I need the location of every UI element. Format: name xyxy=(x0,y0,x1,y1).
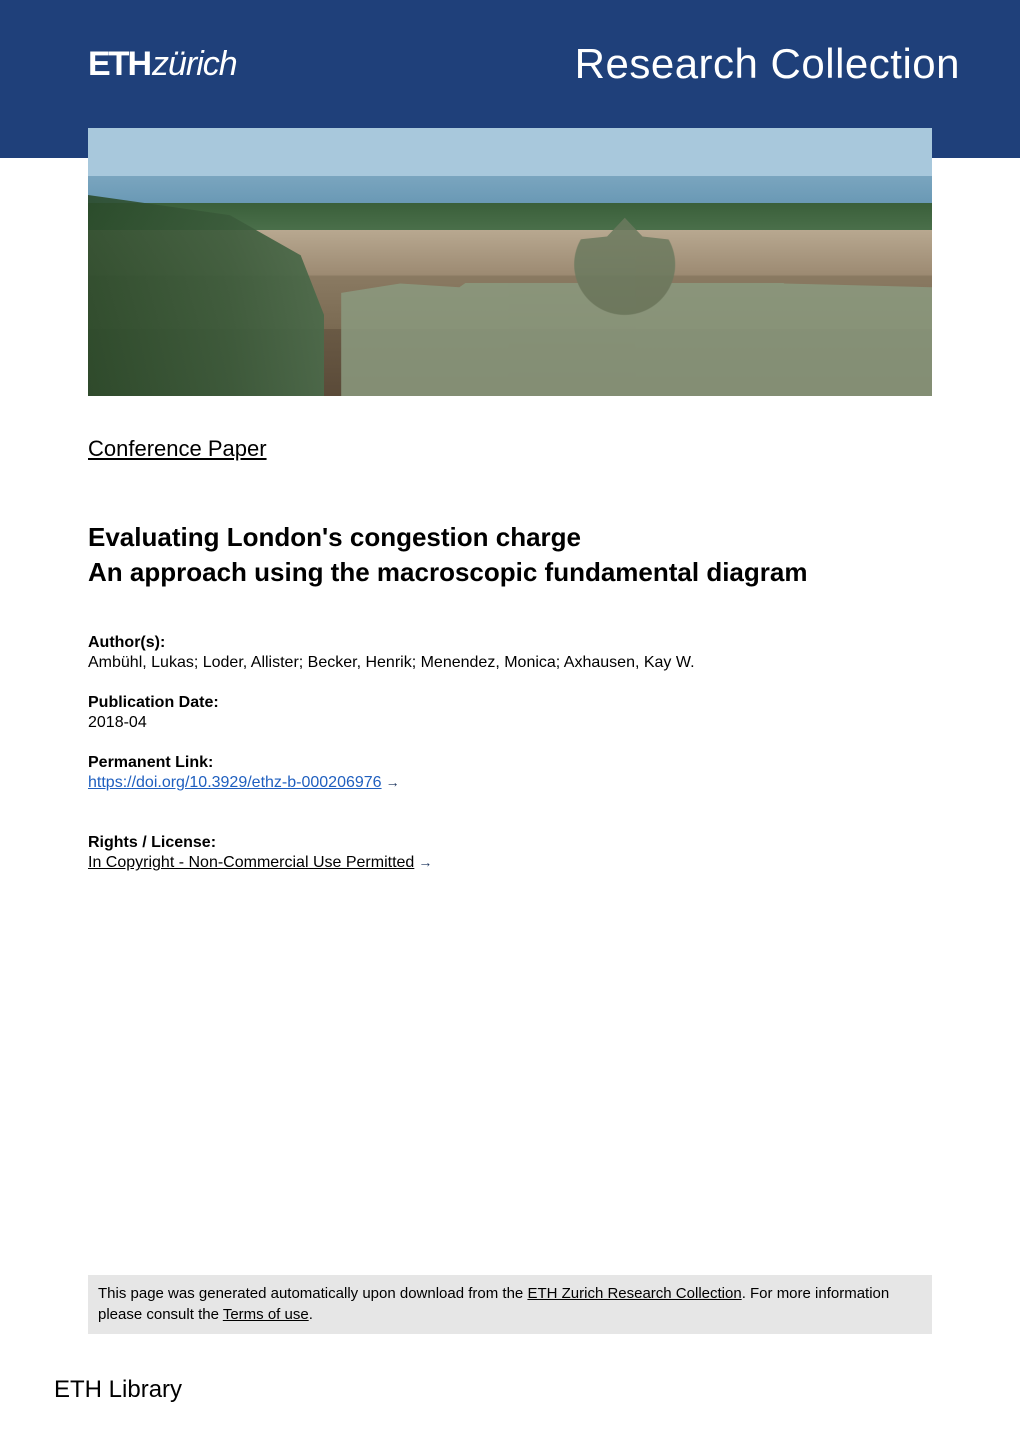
license-link[interactable]: In Copyright - Non-Commercial Use Permit… xyxy=(88,854,414,871)
permalink-label: Permanent Link: xyxy=(88,754,932,772)
authors-value: Ambühl, Lukas; Loder, Allister; Becker, … xyxy=(88,654,932,672)
permalink-value: https://doi.org/10.3929/ethz-b-000206976… xyxy=(88,774,932,792)
license-value: In Copyright - Non-Commercial Use Permit… xyxy=(88,854,932,872)
document-title: Evaluating London's congestion charge An… xyxy=(88,520,932,590)
license-block: Rights / License: In Copyright - Non-Com… xyxy=(88,834,932,872)
footer-prefix: This page was generated automatically up… xyxy=(98,1285,527,1302)
content: Conference Paper Evaluating London's con… xyxy=(0,396,1020,872)
footer-collection-link[interactable]: ETH Zurich Research Collection xyxy=(527,1285,741,1302)
document-type-link[interactable]: Conference Paper xyxy=(88,436,267,462)
footer-terms-link[interactable]: Terms of use xyxy=(223,1306,309,1323)
external-link-icon: → xyxy=(386,774,400,790)
external-link-icon: → xyxy=(418,854,432,870)
header-bar: ETHzürich Research Collection xyxy=(0,0,1020,128)
logo-bold: ETH xyxy=(88,45,150,84)
footer-suffix: . xyxy=(309,1306,313,1323)
footer-note: This page was generated automatically up… xyxy=(88,1275,932,1335)
permalink-link[interactable]: https://doi.org/10.3929/ethz-b-000206976 xyxy=(88,774,382,791)
eth-library-label: ETH Library xyxy=(54,1376,182,1404)
logo-light: zürich xyxy=(152,45,237,84)
hero-wrap xyxy=(0,128,1020,396)
header-title: Research Collection xyxy=(575,40,960,88)
license-label: Rights / License: xyxy=(88,834,932,852)
authors-block: Author(s): Ambühl, Lukas; Loder, Alliste… xyxy=(88,634,932,672)
title-line-2: An approach using the macroscopic fundam… xyxy=(88,557,807,587)
pubdate-value: 2018-04 xyxy=(88,714,932,732)
hero-image xyxy=(88,128,932,396)
eth-logo: ETHzürich xyxy=(88,45,237,84)
pubdate-label: Publication Date: xyxy=(88,694,932,712)
title-line-1: Evaluating London's congestion charge xyxy=(88,522,581,552)
pubdate-block: Publication Date: 2018-04 xyxy=(88,694,932,732)
authors-label: Author(s): xyxy=(88,634,932,652)
permalink-block: Permanent Link: https://doi.org/10.3929/… xyxy=(88,754,932,792)
